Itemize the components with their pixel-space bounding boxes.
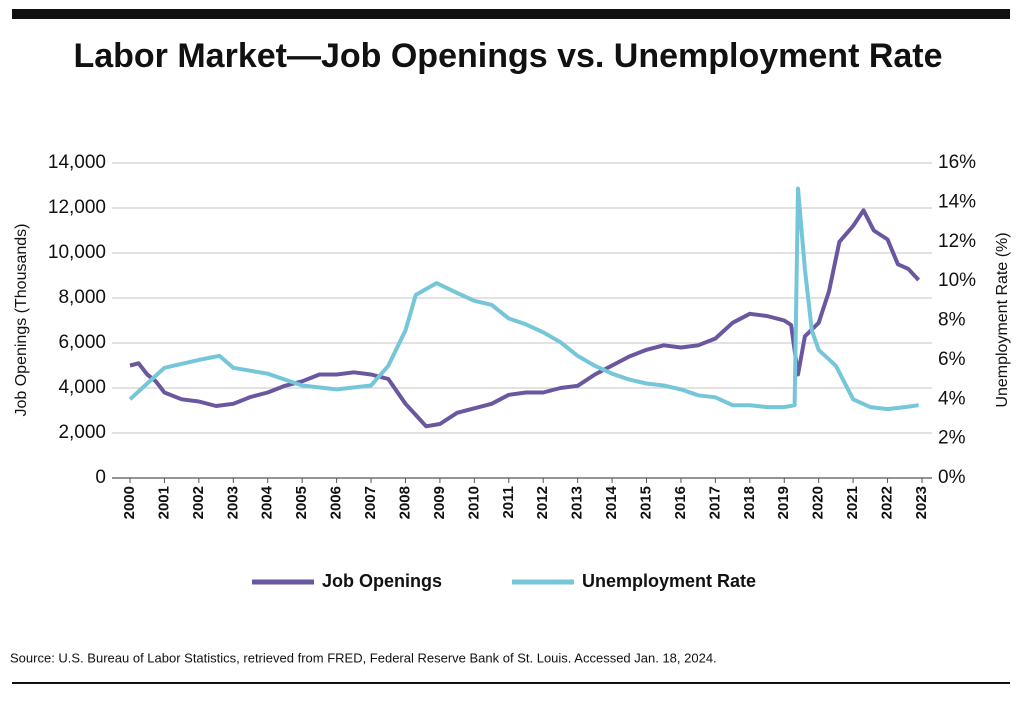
x-tick-label: 2006 [328, 486, 345, 519]
y2-tick-label: 2% [938, 428, 966, 449]
x-tick-label: 2022 [879, 486, 896, 519]
legend-label: Job Openings [322, 571, 442, 591]
chart-title: Labor Market—Job Openings vs. Unemployme… [73, 37, 942, 75]
y-tick-label: 0 [95, 467, 106, 488]
x-tick-label: 2020 [810, 486, 827, 519]
x-tick-label: 2002 [190, 486, 207, 519]
x-tick-label: 2014 [603, 485, 620, 519]
y2-tick-label: 8% [938, 310, 966, 331]
y2-tick-label: 6% [938, 349, 966, 370]
x-tick-label: 2012 [534, 486, 551, 519]
top-rule [12, 9, 1010, 19]
x-tick-label: 2010 [465, 486, 482, 519]
series-line [129, 208, 921, 429]
y-tick-label: 14,000 [48, 152, 106, 173]
y-axis-title: Job Openings (Thousands) [13, 224, 30, 417]
x-tick-label: 2017 [706, 486, 723, 519]
x-tick-label: 2001 [155, 486, 172, 519]
legend-label: Unemployment Rate [582, 571, 756, 591]
y-tick-label: 8,000 [58, 287, 106, 308]
x-tick-label: 2013 [569, 486, 586, 519]
y2-tick-label: 4% [938, 388, 966, 409]
y2-tick-label: 14% [938, 191, 976, 212]
y2-tick-label: 12% [938, 231, 976, 252]
y-tick-label: 6,000 [58, 332, 106, 353]
y-tick-label: 12,000 [48, 197, 106, 218]
x-tick-label: 2021 [844, 486, 861, 519]
x-tick-label: 2003 [224, 486, 241, 519]
y-tick-label: 4,000 [58, 377, 106, 398]
y2-tick-label: 16% [938, 152, 976, 173]
source-note: Source: U.S. Bureau of Labor Statistics,… [10, 650, 717, 665]
x-tick-label: 2018 [741, 486, 758, 519]
y-tick-label: 2,000 [58, 422, 106, 443]
x-tick-label: 2015 [637, 486, 654, 519]
x-tick-label: 2023 [913, 486, 930, 519]
x-tick-label: 2007 [362, 486, 379, 519]
x-tick-label: 2019 [775, 486, 792, 519]
bottom-rule [12, 682, 1010, 684]
y-tick-label: 10,000 [48, 242, 106, 263]
x-tick-label: 2016 [672, 486, 689, 519]
x-tick-label: 2004 [259, 485, 276, 519]
y2-axis-title: Unemployment Rate (%) [994, 232, 1011, 407]
x-tick-label: 2008 [396, 486, 413, 519]
x-tick-label: 2005 [293, 486, 310, 519]
x-tick-label: 2000 [121, 486, 138, 519]
y2-tick-label: 10% [938, 270, 976, 291]
x-tick-label: 2009 [431, 486, 448, 519]
series-line [128, 186, 919, 412]
x-tick-label: 2011 [500, 486, 517, 519]
y2-tick-label: 0% [938, 467, 966, 488]
